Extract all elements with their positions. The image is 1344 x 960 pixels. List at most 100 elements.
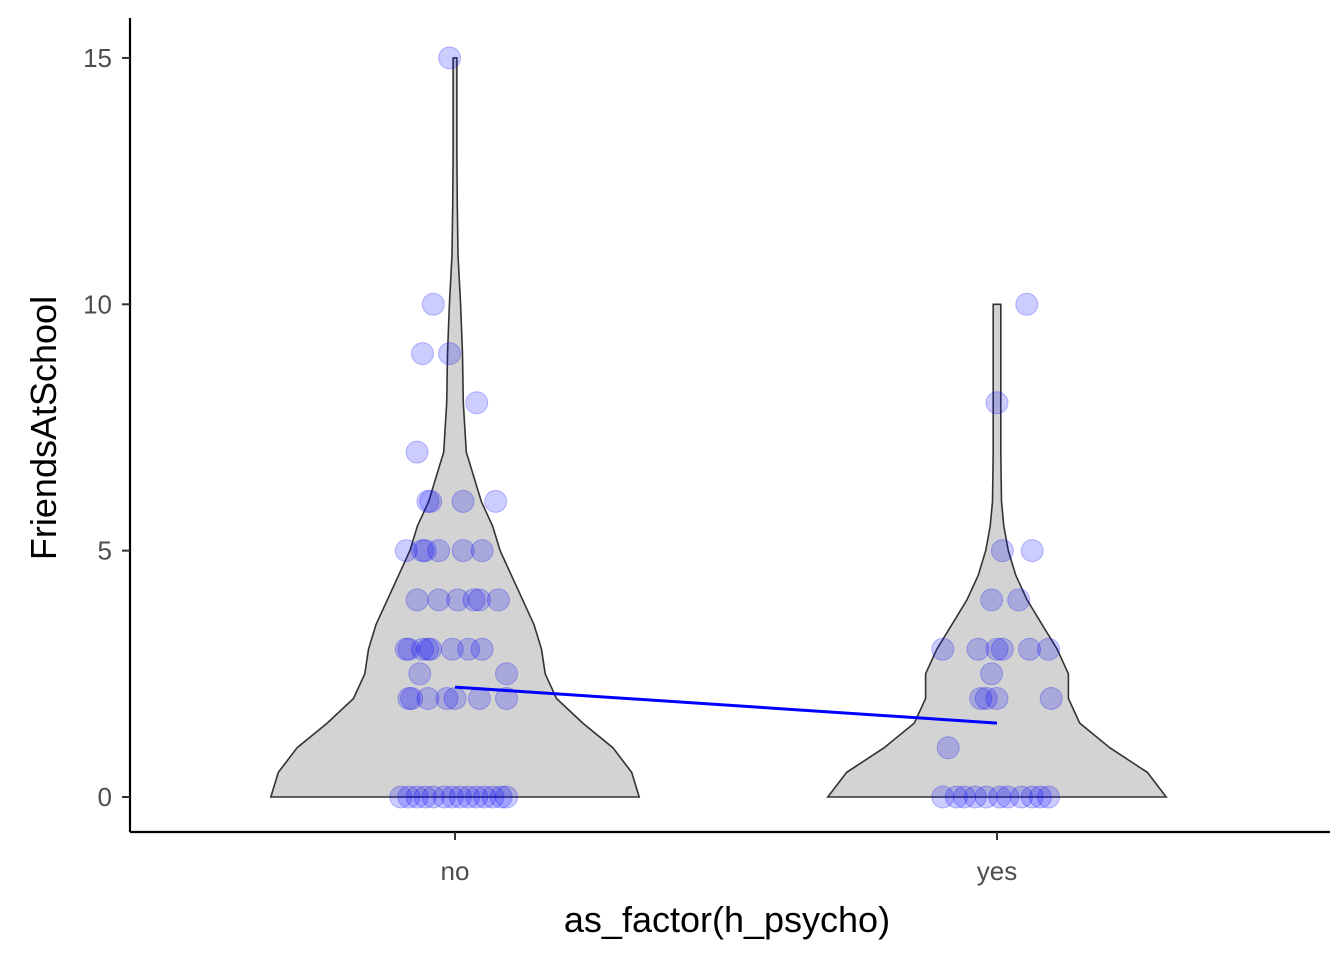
data-point-yes <box>980 588 1004 612</box>
data-point-no <box>495 785 518 809</box>
data-point-no <box>408 662 432 686</box>
data-point-no <box>481 785 505 809</box>
mean-line-layer <box>454 685 998 725</box>
data-point-no <box>405 588 429 612</box>
data-point-yes <box>966 637 990 661</box>
mean-line <box>454 685 998 725</box>
data-point-yes <box>996 785 1020 809</box>
x-axis-title: as_factor(h_psycho) <box>564 899 890 940</box>
data-point-no <box>416 637 440 661</box>
data-point-yes <box>1039 687 1063 710</box>
data-point-yes <box>931 637 955 661</box>
data-point-yes <box>990 539 1014 563</box>
data-point-no <box>440 785 464 809</box>
data-point-no <box>413 539 437 563</box>
data-point-no <box>438 46 462 70</box>
data-point-no <box>451 539 475 563</box>
data-point-no <box>438 342 462 366</box>
data-point-yes <box>985 637 1009 661</box>
data-point-no <box>397 687 421 710</box>
data-point-yes <box>953 785 976 809</box>
data-point-no <box>440 637 464 661</box>
data-point-yes <box>936 736 960 760</box>
data-point-no <box>473 785 497 809</box>
data-point-no <box>389 785 413 809</box>
data-point-no <box>421 785 445 809</box>
data-point-no <box>413 785 437 809</box>
y-axis-title: FriendsAtSchool <box>23 296 64 560</box>
data-point-no <box>448 785 472 809</box>
data-point-no <box>451 489 475 513</box>
data-point-no <box>443 687 467 710</box>
data-point-no <box>411 342 434 366</box>
data-point-no <box>495 687 518 710</box>
data-point-no <box>470 637 494 661</box>
data-point-yes <box>990 637 1014 661</box>
data-point-yes <box>1028 785 1052 809</box>
data-point-no <box>411 637 434 661</box>
data-point-no <box>489 785 513 809</box>
data-point-no <box>394 539 418 563</box>
data-point-no <box>397 637 421 661</box>
data-point-yes <box>1037 785 1060 809</box>
data-point-no <box>419 637 443 661</box>
data-point-no <box>394 637 418 661</box>
data-point-no <box>486 588 510 612</box>
y-tick-label: 0 <box>98 782 112 812</box>
data-point-yes <box>974 785 998 809</box>
data-point-no <box>416 489 440 513</box>
data-point-no <box>457 785 481 809</box>
data-point-no <box>495 662 518 686</box>
data-point-yes <box>963 785 987 809</box>
data-point-yes <box>985 687 1009 710</box>
x-tick-label-no: no <box>441 856 470 886</box>
y-tick-label: 5 <box>98 536 112 566</box>
data-point-no <box>435 687 459 710</box>
point-layer <box>389 46 1063 809</box>
data-point-yes <box>944 785 968 809</box>
data-point-no <box>432 785 456 809</box>
data-point-yes <box>931 785 955 809</box>
data-point-no <box>457 637 481 661</box>
axes <box>128 18 1330 834</box>
data-point-yes <box>1007 588 1031 612</box>
data-point-yes <box>1015 292 1039 316</box>
data-point-no <box>421 292 445 316</box>
data-point-yes <box>985 391 1009 415</box>
data-point-no <box>446 588 470 612</box>
data-point-no <box>467 687 491 710</box>
data-point-yes <box>1020 539 1044 563</box>
data-point-no <box>405 440 429 464</box>
data-point-yes <box>1037 637 1060 661</box>
violin-no <box>269 57 641 798</box>
data-point-no <box>427 588 451 612</box>
data-point-yes <box>980 662 1004 686</box>
data-point-no <box>484 489 508 513</box>
data-point-yes <box>969 687 993 710</box>
x-tick-label-yes: yes <box>977 856 1017 886</box>
data-point-no <box>427 539 451 563</box>
data-point-no <box>465 785 489 809</box>
data-point-yes <box>974 687 998 710</box>
x-ticks: no yes <box>441 832 1017 886</box>
data-point-no <box>465 391 489 415</box>
data-point-no <box>470 539 494 563</box>
data-point-no <box>467 588 491 612</box>
data-point-no <box>397 785 421 809</box>
data-point-yes <box>1009 785 1033 809</box>
data-point-no <box>411 539 434 563</box>
y-tick-label: 15 <box>83 43 112 73</box>
data-point-no <box>462 588 486 612</box>
data-point-yes <box>1020 785 1044 809</box>
violin-layer <box>269 57 1168 798</box>
y-tick-label: 10 <box>83 289 112 319</box>
data-point-no <box>405 785 429 809</box>
y-ticks: 0 5 10 15 <box>83 43 130 812</box>
data-point-no <box>400 687 424 710</box>
data-point-no <box>419 489 443 513</box>
data-point-no <box>416 687 440 710</box>
data-point-yes <box>1018 637 1041 661</box>
violin-yes <box>826 303 1168 798</box>
data-point-yes <box>988 785 1012 809</box>
